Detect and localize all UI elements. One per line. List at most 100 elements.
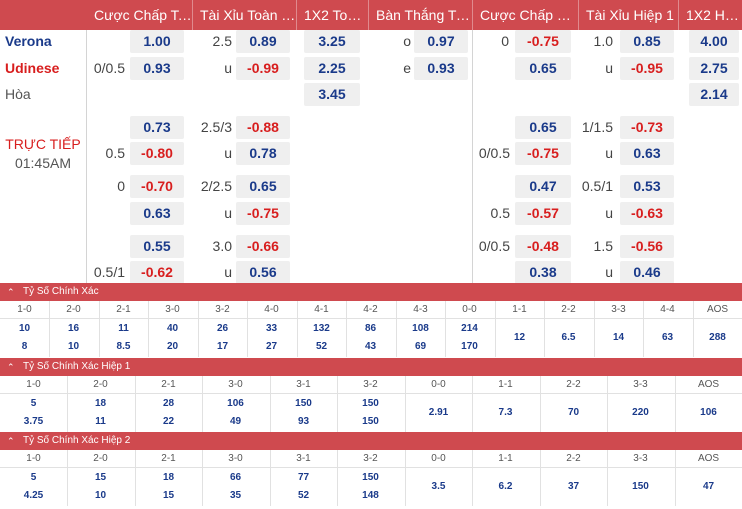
score-odds-draw[interactable]: 47	[702, 481, 715, 492]
odds-value[interactable]: 2.75	[689, 57, 739, 80]
section-header[interactable]: ⌃ Tỷ Số Chính Xác	[0, 283, 742, 301]
score-odds-home[interactable]: 5	[30, 472, 37, 483]
score-odds-draw[interactable]: 14	[612, 332, 625, 343]
score-odds-away[interactable]: 17	[216, 341, 229, 352]
odds-value[interactable]: -0.75	[515, 142, 571, 165]
score-odds-away[interactable]: 8	[21, 341, 28, 352]
col-header-first-goal[interactable]: Bàn Thắng Tiên	[376, 7, 472, 23]
section-header[interactable]: ⌃ Tỷ Số Chính Xác Hiệp 2	[0, 432, 742, 450]
odds-value[interactable]: 0.93	[414, 57, 468, 80]
odds-value[interactable]: 0.65	[515, 57, 571, 80]
score-odds-away[interactable]: 4.25	[23, 490, 44, 501]
score-odds-draw[interactable]: 6.5	[561, 332, 576, 343]
score-odds-home[interactable]: 15	[94, 472, 107, 483]
col-header-1x2-h1[interactable]: 1X2 Hiệp 1	[686, 7, 742, 23]
score-odds-draw[interactable]: 106	[700, 407, 717, 418]
odds-value[interactable]: 0.38	[515, 261, 571, 284]
odds-value[interactable]: -0.80	[130, 142, 184, 165]
score-odds-home[interactable]: 28	[162, 398, 175, 409]
score-odds-home[interactable]: 18	[94, 398, 107, 409]
score-odds-home[interactable]: 18	[162, 472, 175, 483]
odds-value[interactable]: 0.78	[236, 142, 290, 165]
score-odds-away[interactable]: 150	[362, 416, 379, 427]
score-odds-away[interactable]: 27	[265, 341, 278, 352]
odds-value[interactable]: -0.99	[236, 57, 290, 80]
away-team-name[interactable]: Udinese	[5, 60, 60, 76]
score-odds-away[interactable]: 49	[229, 416, 242, 427]
score-odds-draw[interactable]: 3.5	[431, 481, 446, 492]
odds-value[interactable]: 0.47	[515, 175, 571, 198]
score-odds-away[interactable]: 69	[414, 341, 427, 352]
odds-value[interactable]: -0.57	[515, 202, 571, 225]
odds-value[interactable]: 0.65	[236, 175, 290, 198]
odds-value[interactable]: 4.00	[689, 30, 739, 53]
score-odds-draw[interactable]: 7.3	[498, 407, 513, 418]
odds-value[interactable]: 0.85	[620, 30, 674, 53]
score-odds-home[interactable]: 132	[313, 323, 330, 334]
col-header-1x2-ft[interactable]: 1X2 Toàn Trận	[304, 7, 368, 23]
score-odds-draw[interactable]: 70	[567, 407, 580, 418]
odds-value[interactable]: -0.88	[236, 116, 290, 139]
score-odds-draw[interactable]: 150	[632, 481, 649, 492]
col-header-handicap-h1[interactable]: Cược Chấp Hiệp 1	[480, 7, 578, 23]
score-odds-home[interactable]: 86	[364, 323, 377, 334]
score-odds-home[interactable]: 150	[362, 398, 379, 409]
odds-value[interactable]: 0.73	[130, 116, 184, 139]
odds-value[interactable]: 3.25	[304, 30, 360, 53]
odds-value[interactable]: 0.63	[620, 142, 674, 165]
score-odds-home[interactable]: 150	[362, 472, 379, 483]
score-odds-home[interactable]: 214	[461, 323, 478, 334]
score-odds-away[interactable]: 15	[162, 490, 175, 501]
odds-value[interactable]: 2.25	[304, 57, 360, 80]
score-odds-home[interactable]: 77	[297, 472, 310, 483]
col-header-ou-h1[interactable]: Tài Xỉu Hiệp 1	[586, 7, 674, 23]
odds-value[interactable]: 0.89	[236, 30, 290, 53]
score-odds-away[interactable]: 35	[229, 490, 242, 501]
odds-value[interactable]: 0.46	[620, 261, 674, 284]
score-odds-away[interactable]: 10	[67, 341, 80, 352]
score-odds-draw[interactable]: 6.2	[498, 481, 513, 492]
odds-value[interactable]: -0.75	[515, 30, 571, 53]
chevron-up-icon[interactable]: ⌃	[7, 287, 15, 297]
score-odds-draw[interactable]: 2.91	[428, 407, 449, 418]
score-odds-home[interactable]: 10	[18, 323, 31, 334]
score-odds-home[interactable]: 33	[265, 323, 278, 334]
odds-value[interactable]: -0.48	[515, 235, 571, 258]
score-odds-away[interactable]: 93	[297, 416, 310, 427]
score-odds-away[interactable]: 148	[362, 490, 379, 501]
odds-value[interactable]: 1.00	[130, 30, 184, 53]
odds-value[interactable]: -0.63	[620, 202, 674, 225]
home-team-name[interactable]: Verona	[5, 33, 52, 49]
odds-value[interactable]: 0.97	[414, 30, 468, 53]
score-odds-away[interactable]: 11	[95, 416, 106, 427]
score-odds-away[interactable]: 22	[162, 416, 175, 427]
score-odds-draw[interactable]: 288	[709, 332, 726, 343]
score-odds-draw[interactable]: 12	[513, 332, 526, 343]
score-odds-home[interactable]: 26	[216, 323, 229, 334]
score-odds-away[interactable]: 20	[166, 341, 179, 352]
col-header-ou-ft[interactable]: Tài Xỉu Toàn Trận	[200, 7, 296, 23]
score-odds-home[interactable]: 150	[295, 398, 312, 409]
score-odds-home[interactable]: 5	[30, 398, 37, 409]
score-odds-draw[interactable]: 220	[632, 407, 649, 418]
score-odds-away[interactable]: 43	[364, 341, 377, 352]
odds-value[interactable]: -0.70	[130, 175, 184, 198]
odds-value[interactable]: -0.66	[236, 235, 290, 258]
score-odds-away[interactable]: 52	[297, 490, 310, 501]
score-odds-away[interactable]: 52	[315, 341, 328, 352]
score-odds-away[interactable]: 3.75	[23, 416, 44, 427]
odds-value[interactable]: -0.75	[236, 202, 290, 225]
odds-value[interactable]: 0.56	[236, 261, 290, 284]
chevron-up-icon[interactable]: ⌃	[7, 362, 15, 372]
score-odds-home[interactable]: 40	[166, 323, 179, 334]
odds-value[interactable]: 0.55	[130, 235, 184, 258]
score-odds-home[interactable]: 106	[227, 398, 244, 409]
score-odds-away[interactable]: 10	[94, 490, 107, 501]
odds-value[interactable]: 0.53	[620, 175, 674, 198]
section-header[interactable]: ⌃ Tỷ Số Chính Xác Hiệp 1	[0, 358, 742, 376]
odds-value[interactable]: -0.62	[130, 261, 184, 284]
score-odds-draw[interactable]: 37	[567, 481, 580, 492]
odds-value[interactable]: 0.93	[130, 57, 184, 80]
odds-value[interactable]: -0.73	[620, 116, 674, 139]
odds-value[interactable]: -0.56	[620, 235, 674, 258]
